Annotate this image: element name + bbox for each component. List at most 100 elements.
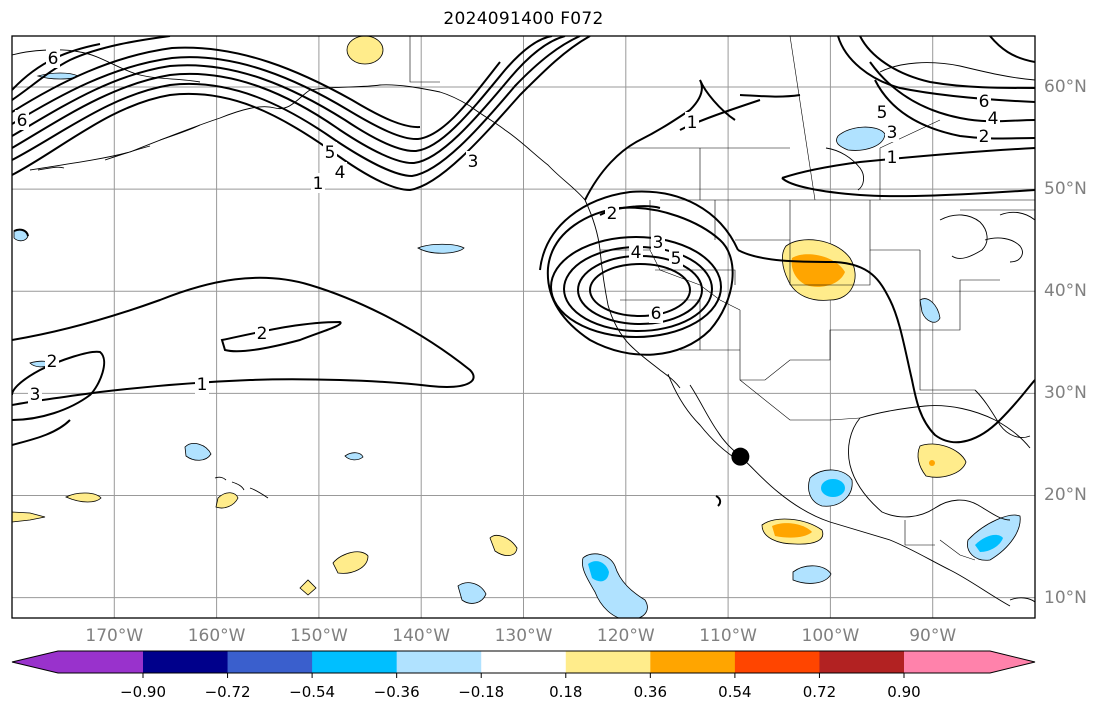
contour-label-bg — [669, 248, 683, 268]
colorbar-segment — [227, 651, 313, 673]
colorbar-segment — [396, 651, 482, 673]
contour-label: 6 — [17, 111, 28, 131]
negative-patch — [184, 443, 212, 461]
positive-patch — [929, 460, 935, 466]
positive-patch — [917, 443, 967, 478]
colorbar-tick-label: 0.36 — [633, 683, 668, 701]
longitude-tick-label: 170°W — [85, 626, 144, 646]
colorbar-segment — [312, 651, 398, 673]
contour-label: 5 — [325, 143, 336, 163]
contour-label-bg — [605, 203, 619, 223]
colorbar-tick-label: −0.18 — [458, 683, 505, 701]
contour-label-bg — [323, 142, 337, 162]
colorbar-tick-label: 0.72 — [802, 683, 837, 701]
positive-patch — [299, 579, 317, 596]
colorbar-outline — [11, 650, 1036, 674]
colorbar-segment — [819, 651, 905, 673]
contour-label-bg — [885, 122, 899, 142]
negative-patch — [344, 452, 364, 461]
colorbar-tick-label: −0.36 — [373, 683, 420, 701]
latitude-tick-label: 50°N — [1044, 179, 1087, 200]
colorbar — [11, 650, 1036, 678]
grid-lines — [12, 36, 1035, 618]
coastlines — [12, 49, 1035, 607]
location-marker — [731, 447, 750, 466]
negative-patch — [417, 243, 465, 254]
colorbar-segment — [904, 651, 990, 673]
colorbar-tick-label: −0.54 — [289, 683, 336, 701]
latitude-tick-label: 10°N — [1044, 587, 1087, 608]
contour-label: 2 — [257, 324, 268, 344]
contour-label: 2 — [979, 127, 990, 147]
colorbar-segment — [481, 651, 567, 673]
contour-label-bg — [629, 242, 643, 262]
filled-anomaly-patches — [12, 36, 1021, 618]
contour-label: 6 — [48, 49, 59, 69]
contour-label: 5 — [671, 249, 682, 269]
contour-label: 3 — [468, 152, 479, 172]
colorbar-segment — [565, 651, 651, 673]
contour-label-bg — [45, 351, 59, 371]
longitude-tick-label: 110°W — [699, 626, 757, 646]
colorbar-tick-label: −0.72 — [204, 683, 251, 701]
contour-label-bg — [311, 173, 325, 193]
political-boundaries — [409, 36, 1035, 561]
contour-label-bg — [649, 303, 663, 323]
contour-label: 1 — [197, 375, 208, 395]
longitude-tick-label: 130°W — [494, 626, 553, 646]
positive-patch — [346, 36, 384, 65]
contour-label-bg — [885, 147, 899, 167]
colorbar-tick-label: 0.54 — [718, 683, 752, 701]
map-title: 2024091400 F072 — [443, 9, 604, 29]
contour-label-bg — [977, 91, 991, 111]
contour-label: 2 — [607, 204, 618, 224]
colorbar-extend-high — [989, 651, 1035, 673]
latitude-tick-label: 30°N — [1044, 383, 1087, 404]
colorbar-tick-label: 0.90 — [887, 683, 921, 701]
colorbar-extend-low — [12, 651, 59, 673]
positive-patch — [332, 551, 369, 574]
latitude-tick-label: 40°N — [1044, 281, 1087, 302]
contour-lines — [12, 36, 1035, 507]
contour-label: 6 — [979, 92, 990, 112]
negative-patch — [457, 582, 487, 604]
negative-patch — [975, 534, 1003, 552]
longitude-tick-label: 160°W — [187, 626, 246, 646]
contour-label-bg — [255, 323, 269, 343]
colorbar-segment — [734, 651, 820, 673]
contour-label: 3 — [887, 123, 898, 143]
contour-label: 4 — [988, 109, 999, 129]
contour-label: 5 — [877, 103, 888, 123]
contour-label: 4 — [335, 163, 346, 183]
contour-label-bg — [651, 232, 665, 252]
contour-label-bg — [195, 374, 209, 394]
contour-label: 3 — [653, 233, 664, 253]
latitude-tick-label: 60°N — [1044, 77, 1087, 98]
latitude-tick-label: 20°N — [1044, 485, 1087, 506]
negative-patch — [821, 479, 845, 497]
contour-label: 1 — [313, 174, 324, 194]
positive-patch — [489, 535, 518, 556]
negative-patch — [588, 561, 609, 582]
contour-label: 1 — [887, 148, 898, 168]
longitude-tick-label: 100°W — [801, 626, 860, 646]
contour-label: 3 — [30, 385, 41, 405]
contour-label-bg — [875, 102, 889, 122]
longitude-tick-label: 140°W — [392, 626, 451, 646]
positive-patch — [65, 492, 102, 503]
colorbar-segment — [650, 651, 736, 673]
colorbar-segment — [143, 651, 229, 673]
negative-patch — [792, 565, 832, 584]
contour-label-bg — [466, 151, 480, 171]
contour-label-bg — [986, 108, 1000, 128]
contour-label-bg — [977, 126, 991, 146]
contour-label: 4 — [631, 243, 642, 263]
longitude-tick-label: 150°W — [290, 626, 348, 646]
contour-label: 6 — [651, 304, 662, 324]
negative-patch — [836, 126, 886, 151]
longitude-tick-label: 120°W — [596, 626, 655, 646]
colorbar-tick-label: −0.90 — [120, 683, 166, 701]
contour-label: 2 — [47, 352, 58, 372]
